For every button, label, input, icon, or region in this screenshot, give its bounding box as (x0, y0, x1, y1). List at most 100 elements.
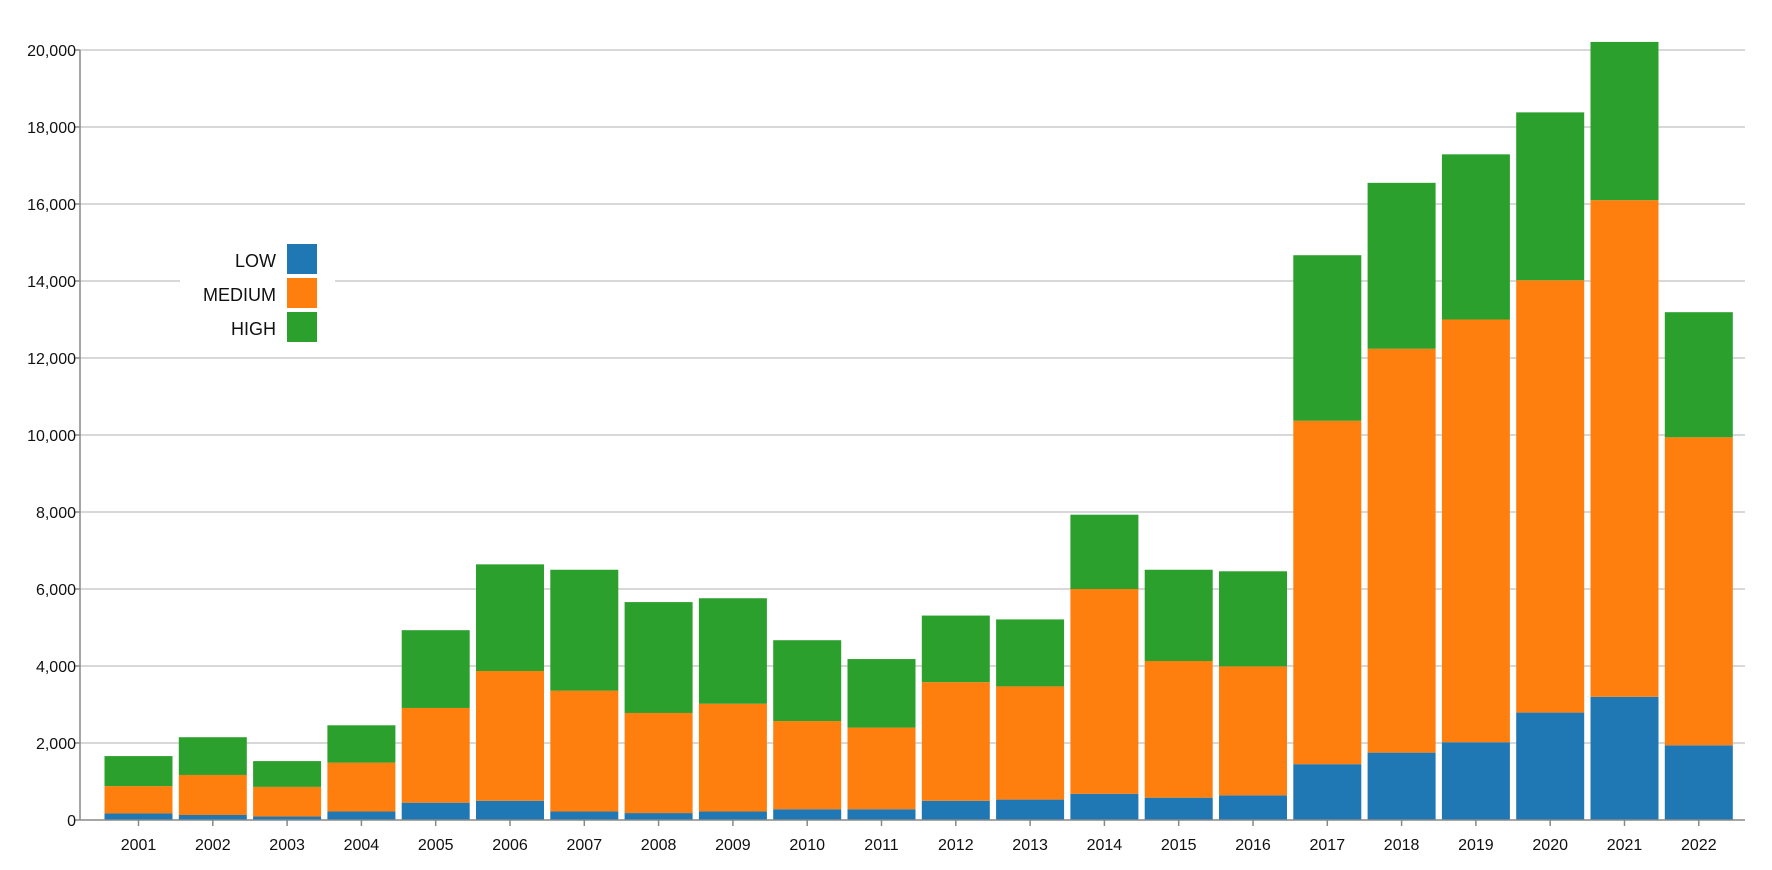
legend-swatch-medium (287, 278, 317, 308)
y-tick-label: 8,000 (36, 505, 76, 522)
x-tick-label: 2014 (1087, 837, 1123, 854)
legend-swatch-low (287, 244, 317, 274)
bar-medium-2010 (773, 721, 842, 810)
bar-high-2009 (698, 598, 767, 704)
x-tick-label: 2015 (1161, 837, 1197, 854)
y-tick-label: 18,000 (27, 120, 76, 137)
bar-low-2013 (996, 799, 1065, 820)
bar-low-2020 (1516, 712, 1585, 820)
y-tick-labels: 0 2,000 4,000 6,000 8,000 10,000 12,000 14,000 1… (27, 43, 80, 830)
bar-low-2010 (773, 809, 842, 820)
bar-low-2015 (1144, 797, 1213, 820)
bar-medium-2002 (178, 774, 247, 815)
legend-swatch-high (287, 312, 317, 342)
legend-label-high: HIGH (231, 319, 276, 339)
bar-high-2019 (1441, 154, 1510, 320)
bars (104, 41, 1733, 820)
bar-high-2005 (401, 630, 470, 708)
bar-low-2011 (847, 809, 916, 820)
bar-high-2021 (1590, 41, 1659, 201)
bar-low-2002 (178, 814, 247, 820)
bar-high-2002 (178, 737, 247, 775)
x-tick-label: 2007 (567, 837, 603, 854)
x-tick-label: 2008 (641, 837, 677, 854)
bar-high-2010 (773, 640, 842, 722)
bar-low-2022 (1664, 745, 1733, 820)
bar-medium-2005 (401, 707, 470, 803)
x-tick-label: 2010 (789, 837, 825, 854)
bar-medium-2004 (327, 762, 396, 812)
bar-low-2009 (698, 811, 767, 820)
x-tick-label: 2012 (938, 837, 974, 854)
y-tick-label: 20,000 (27, 43, 76, 60)
bar-high-2014 (1070, 514, 1139, 589)
x-tick-label: 2022 (1681, 837, 1717, 854)
x-tick-label: 2003 (269, 837, 305, 854)
bar-high-2008 (624, 602, 693, 713)
bar-low-2005 (401, 802, 470, 820)
bar-medium-2022 (1664, 437, 1733, 746)
bar-medium-2006 (476, 671, 544, 801)
bar-low-2016 (1219, 795, 1287, 820)
x-tick-label: 2011 (864, 837, 899, 854)
bar-high-2011 (847, 659, 916, 728)
bar-medium-2019 (1441, 319, 1510, 743)
bar-medium-2009 (698, 703, 767, 812)
bar-high-2004 (327, 725, 396, 763)
bar-low-2014 (1070, 793, 1139, 820)
bar-medium-2018 (1367, 348, 1436, 753)
bar-low-2003 (253, 816, 322, 820)
bar-high-2012 (921, 615, 990, 683)
bar-medium-2014 (1070, 589, 1139, 794)
bar-high-2020 (1516, 112, 1585, 281)
y-tick-label: 4,000 (36, 659, 76, 676)
bar-low-2008 (624, 813, 693, 820)
bar-high-2015 (1144, 569, 1213, 661)
x-tick-label: 2016 (1235, 837, 1271, 854)
y-tick-label: 14,000 (27, 274, 76, 291)
bar-medium-2013 (996, 686, 1065, 800)
bar-medium-2007 (550, 690, 619, 812)
x-tick-label: 2019 (1458, 837, 1494, 854)
bar-low-2012 (921, 800, 990, 820)
y-tick-label: 0 (67, 813, 76, 830)
bar-medium-2008 (624, 712, 693, 814)
bar-medium-2011 (847, 727, 916, 810)
bar-high-2016 (1219, 571, 1287, 667)
y-tick-label: 2,000 (36, 736, 76, 753)
bar-medium-2001 (104, 786, 173, 814)
bar-medium-2021 (1590, 200, 1659, 697)
bar-high-2017 (1293, 255, 1362, 421)
bar-medium-2020 (1516, 280, 1585, 713)
bar-low-2004 (327, 811, 396, 820)
x-tick-labels: 2001 2002 2003 2004 2005 2006 2007 2008 2009 2010… (121, 820, 1717, 854)
bar-low-2018 (1367, 752, 1436, 820)
legend: LOW MEDIUM HIGH (180, 232, 335, 352)
x-tick-label: 2021 (1607, 837, 1643, 854)
bar-high-2013 (996, 619, 1065, 687)
bar-high-2022 (1664, 312, 1733, 438)
x-tick-label: 2013 (1012, 837, 1048, 854)
x-tick-label: 2006 (492, 837, 528, 854)
bar-medium-2015 (1144, 660, 1213, 798)
x-tick-label: 2018 (1384, 837, 1420, 854)
bar-low-2019 (1441, 742, 1510, 820)
bar-medium-2012 (921, 682, 990, 801)
bar-low-2001 (104, 813, 173, 820)
y-tick-label: 12,000 (27, 351, 76, 368)
x-tick-label: 2005 (418, 837, 454, 854)
legend-label-low: LOW (235, 251, 276, 271)
bar-low-2017 (1293, 764, 1362, 820)
bar-high-2018 (1367, 182, 1436, 349)
x-tick-label: 2020 (1532, 837, 1568, 854)
y-tick-label: 10,000 (27, 428, 76, 445)
bar-low-2006 (476, 800, 544, 820)
bar-low-2007 (550, 811, 619, 820)
x-tick-label: 2001 (121, 837, 157, 854)
x-tick-label: 2004 (344, 837, 380, 854)
x-tick-label: 2009 (715, 837, 751, 854)
y-tick-label: 6,000 (36, 582, 76, 599)
bar-low-2021 (1590, 696, 1659, 820)
gridlines (80, 49, 1745, 744)
